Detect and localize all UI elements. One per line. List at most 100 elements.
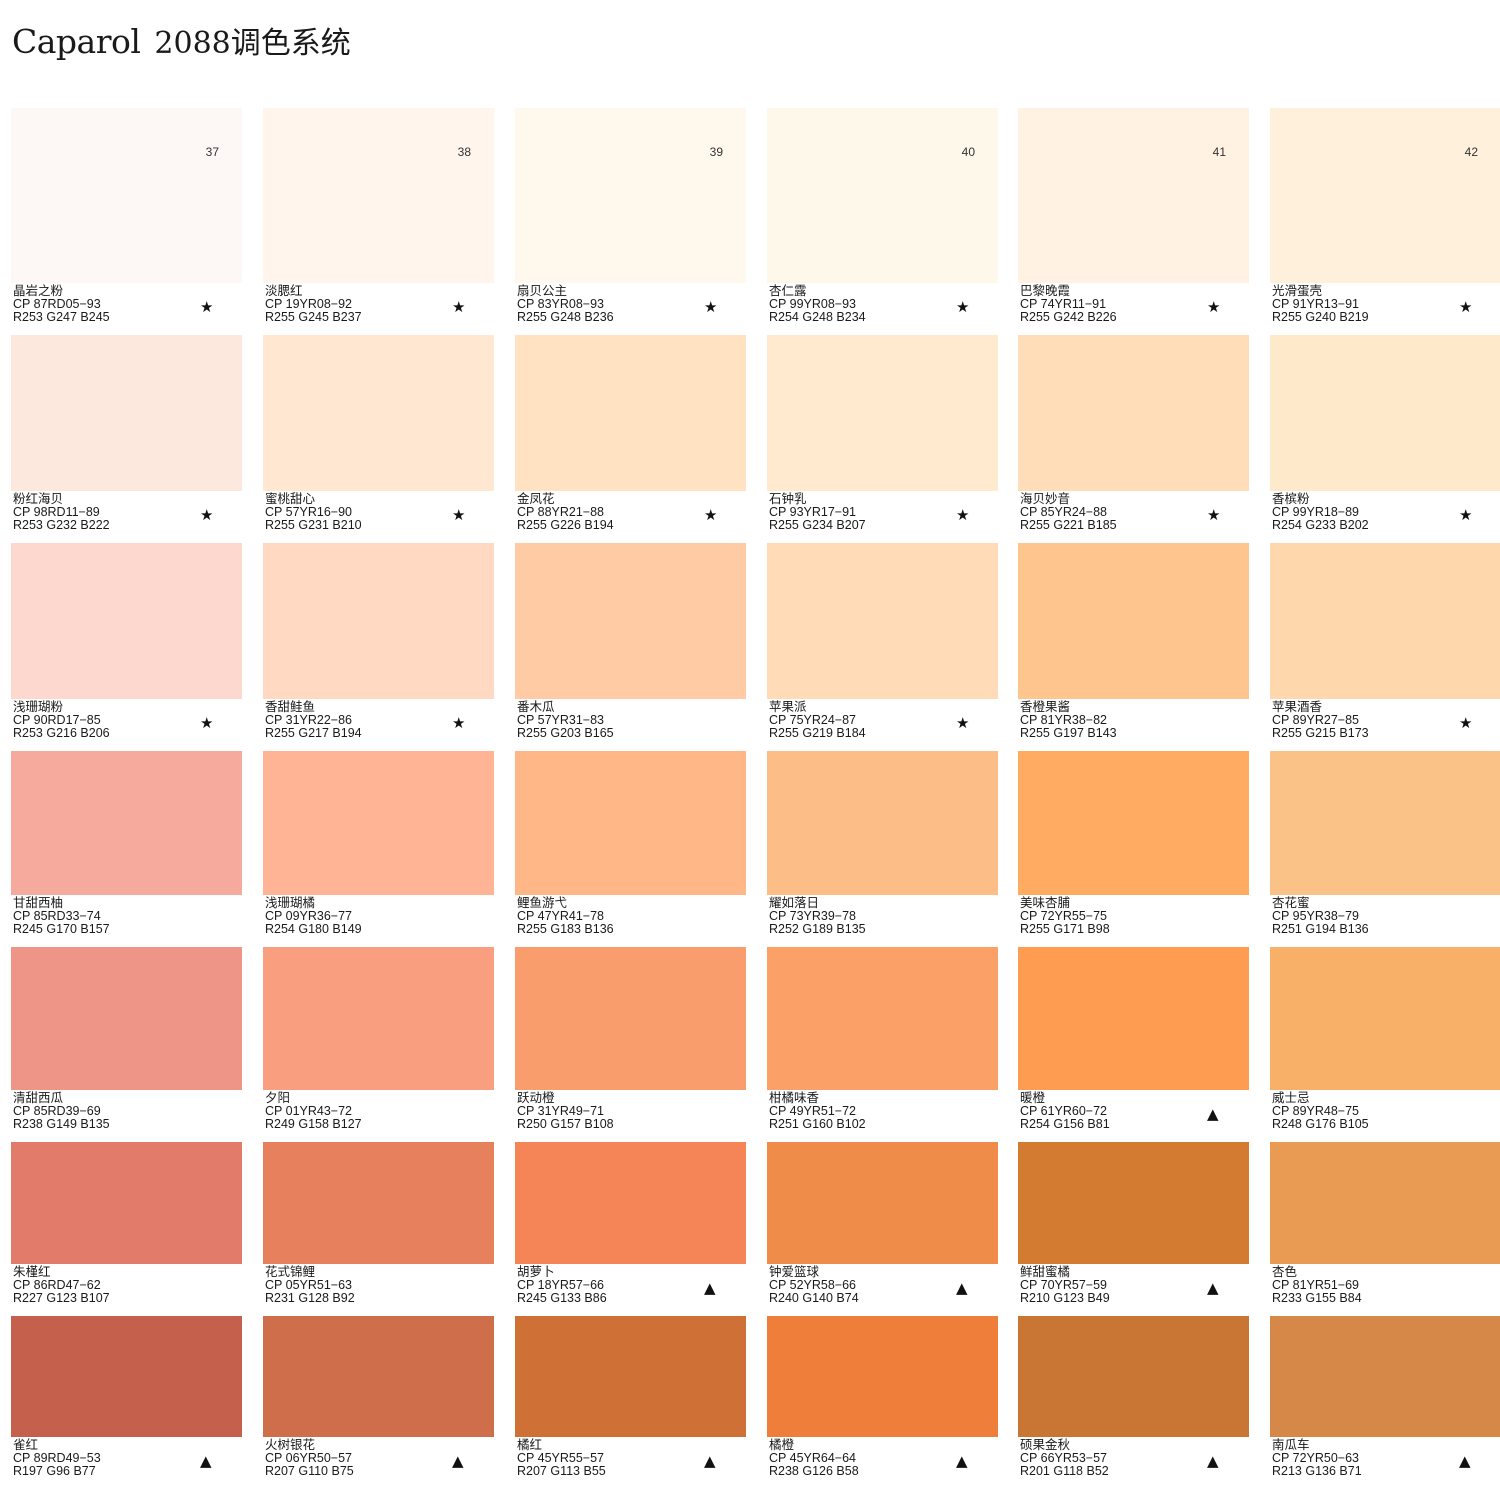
- rgb-values: R238 G149 B135: [13, 1117, 110, 1132]
- star-icon: ★: [200, 298, 214, 316]
- rgb-values: R255 G215 B173: [1272, 726, 1369, 741]
- color-card: 跃动橙 CP 31YR49−71 R250 G157 B108: [515, 947, 746, 1138]
- color-card: 40 杏仁露 CP 99YR08−93 R254 G248 B234 ★: [767, 108, 998, 331]
- page-title: 2088调色系统: [154, 26, 351, 61]
- color-info: 清甜西瓜 CP 85RD39−69 R238 G149 B135: [13, 1091, 110, 1132]
- color-info: 甘甜西柚 CP 85RD33−74 R245 G170 B157: [13, 896, 110, 937]
- color-name: 跃动橙: [517, 1091, 555, 1105]
- rgb-values: R245 G133 B86: [517, 1291, 607, 1306]
- color-code: CP 01YR43−72: [265, 1104, 352, 1119]
- color-info: 柑橘味香 CP 49YR51−72 R251 G160 B102: [769, 1091, 866, 1132]
- color-name: 杏色: [1272, 1265, 1298, 1279]
- rgb-values: R254 G180 B149: [265, 922, 362, 937]
- rgb-values: R213 G136 B71: [1272, 1464, 1362, 1479]
- page-number: 38: [457, 145, 471, 159]
- color-name: 南瓜车: [1272, 1438, 1310, 1452]
- star-icon: ★: [1459, 714, 1473, 732]
- color-name: 苹果酒香: [1272, 700, 1323, 714]
- color-info: 香甜鲑鱼 CP 31YR22−86 R255 G217 B194: [265, 700, 362, 741]
- color-name: 橘红: [517, 1438, 543, 1452]
- color-name: 金凤花: [517, 492, 555, 506]
- color-name: 番木瓜: [517, 700, 555, 714]
- color-swatch: 39: [515, 108, 746, 283]
- triangle-icon: ▲: [200, 1452, 212, 1470]
- color-swatch: [515, 947, 746, 1090]
- color-swatch: [263, 1142, 494, 1264]
- color-info: 苹果酒香 CP 89YR27−85 R255 G215 B173: [1272, 700, 1369, 741]
- triangle-icon: ▲: [1207, 1279, 1219, 1297]
- color-card: 番木瓜 CP 57YR31−83 R255 G203 B165: [515, 543, 746, 747]
- color-code: CP 18YR57−66: [517, 1278, 604, 1293]
- color-card: 鲜甜蜜橘 CP 70YR57−59 R210 G123 B49 ▲: [1018, 1142, 1249, 1312]
- color-code: CP 81YR38−82: [1020, 713, 1107, 728]
- color-code: CP 52YR58−66: [769, 1278, 856, 1293]
- page-header: Caparol 2088调色系统: [12, 18, 351, 68]
- color-swatch: [767, 1316, 998, 1437]
- triangle-icon: ▲: [704, 1452, 716, 1470]
- star-icon: ★: [1459, 298, 1473, 316]
- color-swatch: [1270, 947, 1500, 1090]
- color-info: 杏色 CP 81YR51−69 R233 G155 B84: [1272, 1265, 1362, 1306]
- color-swatch: [1270, 543, 1500, 699]
- color-swatch: [1270, 1142, 1500, 1264]
- color-code: CP 09YR36−77: [265, 909, 352, 924]
- color-swatch: [1018, 751, 1249, 895]
- color-card: 美味杏脯 CP 72YR55−75 R255 G171 B98: [1018, 751, 1249, 943]
- color-name: 火树银花: [265, 1438, 316, 1452]
- color-name: 杏仁露: [769, 284, 807, 298]
- color-code: CP 89YR27−85: [1272, 713, 1359, 728]
- color-info: 夕阳 CP 01YR43−72 R249 G158 B127: [265, 1091, 362, 1132]
- color-code: CP 45YR64−64: [769, 1451, 856, 1466]
- color-card: 金凤花 CP 88YR21−88 R255 G226 B194 ★: [515, 335, 746, 539]
- color-swatch: [767, 543, 998, 699]
- color-info: 扇贝公主 CP 83YR08−93 R255 G248 B236: [517, 284, 614, 325]
- color-info: 粉红海贝 CP 98RD11−89 R253 G232 B222: [13, 492, 110, 533]
- star-icon: ★: [956, 506, 970, 524]
- page-number: 40: [961, 145, 975, 159]
- color-code: CP 75YR24−87: [769, 713, 856, 728]
- color-code: CP 99YR18−89: [1272, 505, 1359, 520]
- rgb-values: R255 G226 B194: [517, 518, 614, 533]
- color-info: 海贝妙音 CP 85YR24−88 R255 G221 B185: [1020, 492, 1117, 533]
- rgb-values: R255 G203 B165: [517, 726, 614, 741]
- color-info: 跃动橙 CP 31YR49−71 R250 G157 B108: [517, 1091, 614, 1132]
- color-name: 淡腮红: [265, 284, 303, 298]
- color-swatch: [263, 335, 494, 491]
- color-card: 威士忌 CP 89YR48−75 R248 G176 B105: [1270, 947, 1500, 1138]
- color-code: CP 83YR08−93: [517, 297, 604, 312]
- color-code: CP 45YR55−57: [517, 1451, 604, 1466]
- color-swatch: [767, 751, 998, 895]
- color-code: CP 57YR31−83: [517, 713, 604, 728]
- color-card: 石钟乳 CP 93YR17−91 R255 G234 B207 ★: [767, 335, 998, 539]
- color-card: 41 巴黎晚霞 CP 74YR11−91 R255 G242 B226 ★: [1018, 108, 1249, 331]
- rgb-values: R201 G118 B52: [1020, 1464, 1109, 1479]
- rgb-values: R254 G233 B202: [1272, 518, 1369, 533]
- color-code: CP 73YR39−78: [769, 909, 856, 924]
- rgb-values: R227 G123 B107: [13, 1291, 110, 1306]
- color-card: 雀红 CP 89RD49−53 R197 G96 B77 ▲: [11, 1316, 242, 1485]
- rgb-values: R255 G248 B236: [517, 310, 614, 325]
- color-swatch: [1018, 543, 1249, 699]
- color-card: 甘甜西柚 CP 85RD33−74 R245 G170 B157: [11, 751, 242, 943]
- color-card: 柑橘味香 CP 49YR51−72 R251 G160 B102: [767, 947, 998, 1138]
- color-info: 浅珊瑚粉 CP 90RD17−85 R253 G216 B206: [13, 700, 110, 741]
- color-code: CP 81YR51−69: [1272, 1278, 1359, 1293]
- rgb-values: R231 G128 B92: [265, 1291, 355, 1306]
- color-info: 胡萝卜 CP 18YR57−66 R245 G133 B86: [517, 1265, 607, 1306]
- star-icon: ★: [956, 714, 970, 732]
- color-swatch: [1270, 1316, 1500, 1437]
- color-name: 晶岩之粉: [13, 284, 64, 298]
- color-swatch: [263, 947, 494, 1090]
- color-info: 苹果派 CP 75YR24−87 R255 G219 B184: [769, 700, 866, 741]
- rgb-values: R233 G155 B84: [1272, 1291, 1362, 1306]
- color-code: CP 99YR08−93: [769, 297, 856, 312]
- color-card: 耀如落日 CP 73YR39−78 R252 G189 B135: [767, 751, 998, 943]
- color-name: 蜜桃甜心: [265, 492, 316, 506]
- color-code: CP 05YR51−63: [265, 1278, 352, 1293]
- color-code: CP 74YR11−91: [1020, 297, 1107, 312]
- color-info: 橘橙 CP 45YR64−64 R238 G126 B58: [769, 1438, 859, 1479]
- color-info: 鲤鱼游弋 CP 47YR41−78 R255 G183 B136: [517, 896, 614, 937]
- color-info: 巴黎晚霞 CP 74YR11−91 R255 G242 B226: [1020, 284, 1117, 325]
- color-name: 硕果金秋: [1020, 1438, 1071, 1452]
